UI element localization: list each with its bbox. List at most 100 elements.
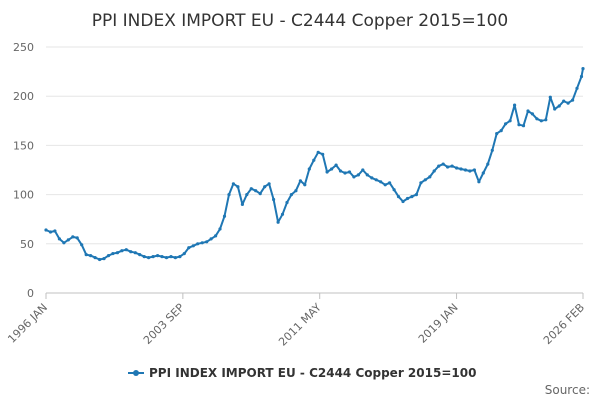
data-point[interactable]	[579, 74, 584, 79]
data-point[interactable]	[133, 251, 137, 255]
data-point[interactable]	[240, 202, 244, 206]
data-point[interactable]	[472, 168, 476, 172]
data-point[interactable]	[138, 253, 142, 257]
data-point[interactable]	[178, 255, 182, 259]
data-point[interactable]	[388, 181, 392, 185]
data-point[interactable]	[504, 122, 508, 126]
data-point[interactable]	[231, 182, 235, 186]
data-point[interactable]	[343, 171, 347, 175]
data-point[interactable]	[294, 189, 298, 193]
data-point[interactable]	[44, 228, 48, 232]
data-point[interactable]	[446, 165, 450, 169]
data-point[interactable]	[352, 175, 356, 179]
data-point[interactable]	[530, 112, 535, 116]
data-point[interactable]	[258, 192, 262, 196]
data-point[interactable]	[106, 254, 111, 258]
legend[interactable]: PPI INDEX IMPORT EU - C2444 Copper 2015=…	[128, 366, 476, 380]
data-point[interactable]	[66, 238, 70, 242]
data-point[interactable]	[455, 166, 459, 170]
data-point[interactable]	[71, 235, 75, 239]
data-point[interactable]	[374, 178, 378, 182]
data-point[interactable]	[517, 123, 521, 127]
data-point[interactable]	[557, 104, 561, 108]
data-point[interactable]	[312, 158, 316, 162]
data-point[interactable]	[249, 187, 253, 191]
data-point[interactable]	[75, 236, 79, 240]
data-point[interactable]	[499, 129, 503, 133]
data-point[interactable]	[48, 230, 53, 234]
data-point[interactable]	[276, 220, 280, 224]
data-point[interactable]	[205, 240, 209, 244]
data-point[interactable]	[356, 173, 360, 177]
data-point[interactable]	[187, 246, 191, 250]
data-point[interactable]	[84, 253, 88, 257]
data-point[interactable]	[160, 255, 164, 259]
data-point[interactable]	[115, 251, 119, 255]
data-point[interactable]	[566, 101, 570, 105]
data-point[interactable]	[196, 242, 200, 246]
data-point[interactable]	[57, 237, 62, 241]
data-point[interactable]	[486, 162, 490, 166]
data-point[interactable]	[338, 169, 343, 173]
data-point[interactable]	[218, 227, 222, 231]
data-point[interactable]	[539, 119, 543, 123]
data-point[interactable]	[280, 212, 285, 216]
data-point[interactable]	[245, 193, 249, 197]
data-point[interactable]	[62, 241, 66, 245]
data-point[interactable]	[521, 124, 526, 128]
data-point[interactable]	[303, 183, 307, 187]
data-point[interactable]	[89, 254, 93, 258]
data-point[interactable]	[513, 103, 517, 107]
data-point[interactable]	[111, 252, 115, 256]
data-point[interactable]	[164, 256, 169, 260]
data-point[interactable]	[553, 107, 557, 111]
data-point[interactable]	[548, 95, 552, 99]
data-point[interactable]	[414, 193, 418, 197]
data-point[interactable]	[191, 244, 195, 248]
data-point[interactable]	[481, 171, 485, 175]
data-point[interactable]	[156, 254, 160, 258]
data-point[interactable]	[562, 99, 566, 103]
data-point[interactable]	[419, 181, 423, 185]
data-point[interactable]	[405, 196, 410, 201]
data-point[interactable]	[289, 193, 293, 197]
data-point[interactable]	[365, 173, 369, 177]
data-point[interactable]	[410, 195, 414, 199]
data-point[interactable]	[209, 237, 213, 241]
data-point[interactable]	[102, 257, 106, 261]
data-point[interactable]	[53, 229, 57, 233]
data-point[interactable]	[396, 195, 401, 199]
data-point[interactable]	[450, 164, 454, 168]
data-point[interactable]	[80, 243, 84, 247]
data-point[interactable]	[142, 255, 146, 259]
data-point[interactable]	[383, 183, 387, 187]
data-point[interactable]	[490, 148, 494, 152]
data-point[interactable]	[285, 200, 289, 205]
data-point[interactable]	[316, 150, 320, 154]
data-point[interactable]	[334, 163, 338, 167]
data-point[interactable]	[200, 241, 204, 245]
data-point[interactable]	[325, 170, 329, 174]
data-point[interactable]	[173, 256, 177, 260]
data-point[interactable]	[432, 169, 436, 173]
data-point[interactable]	[263, 185, 267, 189]
data-point[interactable]	[459, 167, 463, 171]
data-point[interactable]	[182, 252, 186, 256]
data-point[interactable]	[526, 109, 530, 113]
data-point[interactable]	[254, 189, 258, 193]
data-point[interactable]	[227, 193, 231, 197]
data-point[interactable]	[535, 117, 539, 121]
data-point[interactable]	[370, 176, 374, 180]
data-point[interactable]	[98, 257, 102, 262]
data-point[interactable]	[575, 86, 579, 90]
data-point[interactable]	[321, 152, 325, 156]
data-point[interactable]	[214, 234, 218, 238]
data-point[interactable]	[571, 98, 575, 102]
data-point[interactable]	[93, 256, 97, 260]
data-point[interactable]	[120, 249, 124, 253]
data-point[interactable]	[222, 214, 227, 218]
data-point[interactable]	[236, 185, 240, 189]
data-point[interactable]	[544, 118, 548, 122]
data-point[interactable]	[468, 169, 472, 173]
data-point[interactable]	[463, 168, 468, 172]
